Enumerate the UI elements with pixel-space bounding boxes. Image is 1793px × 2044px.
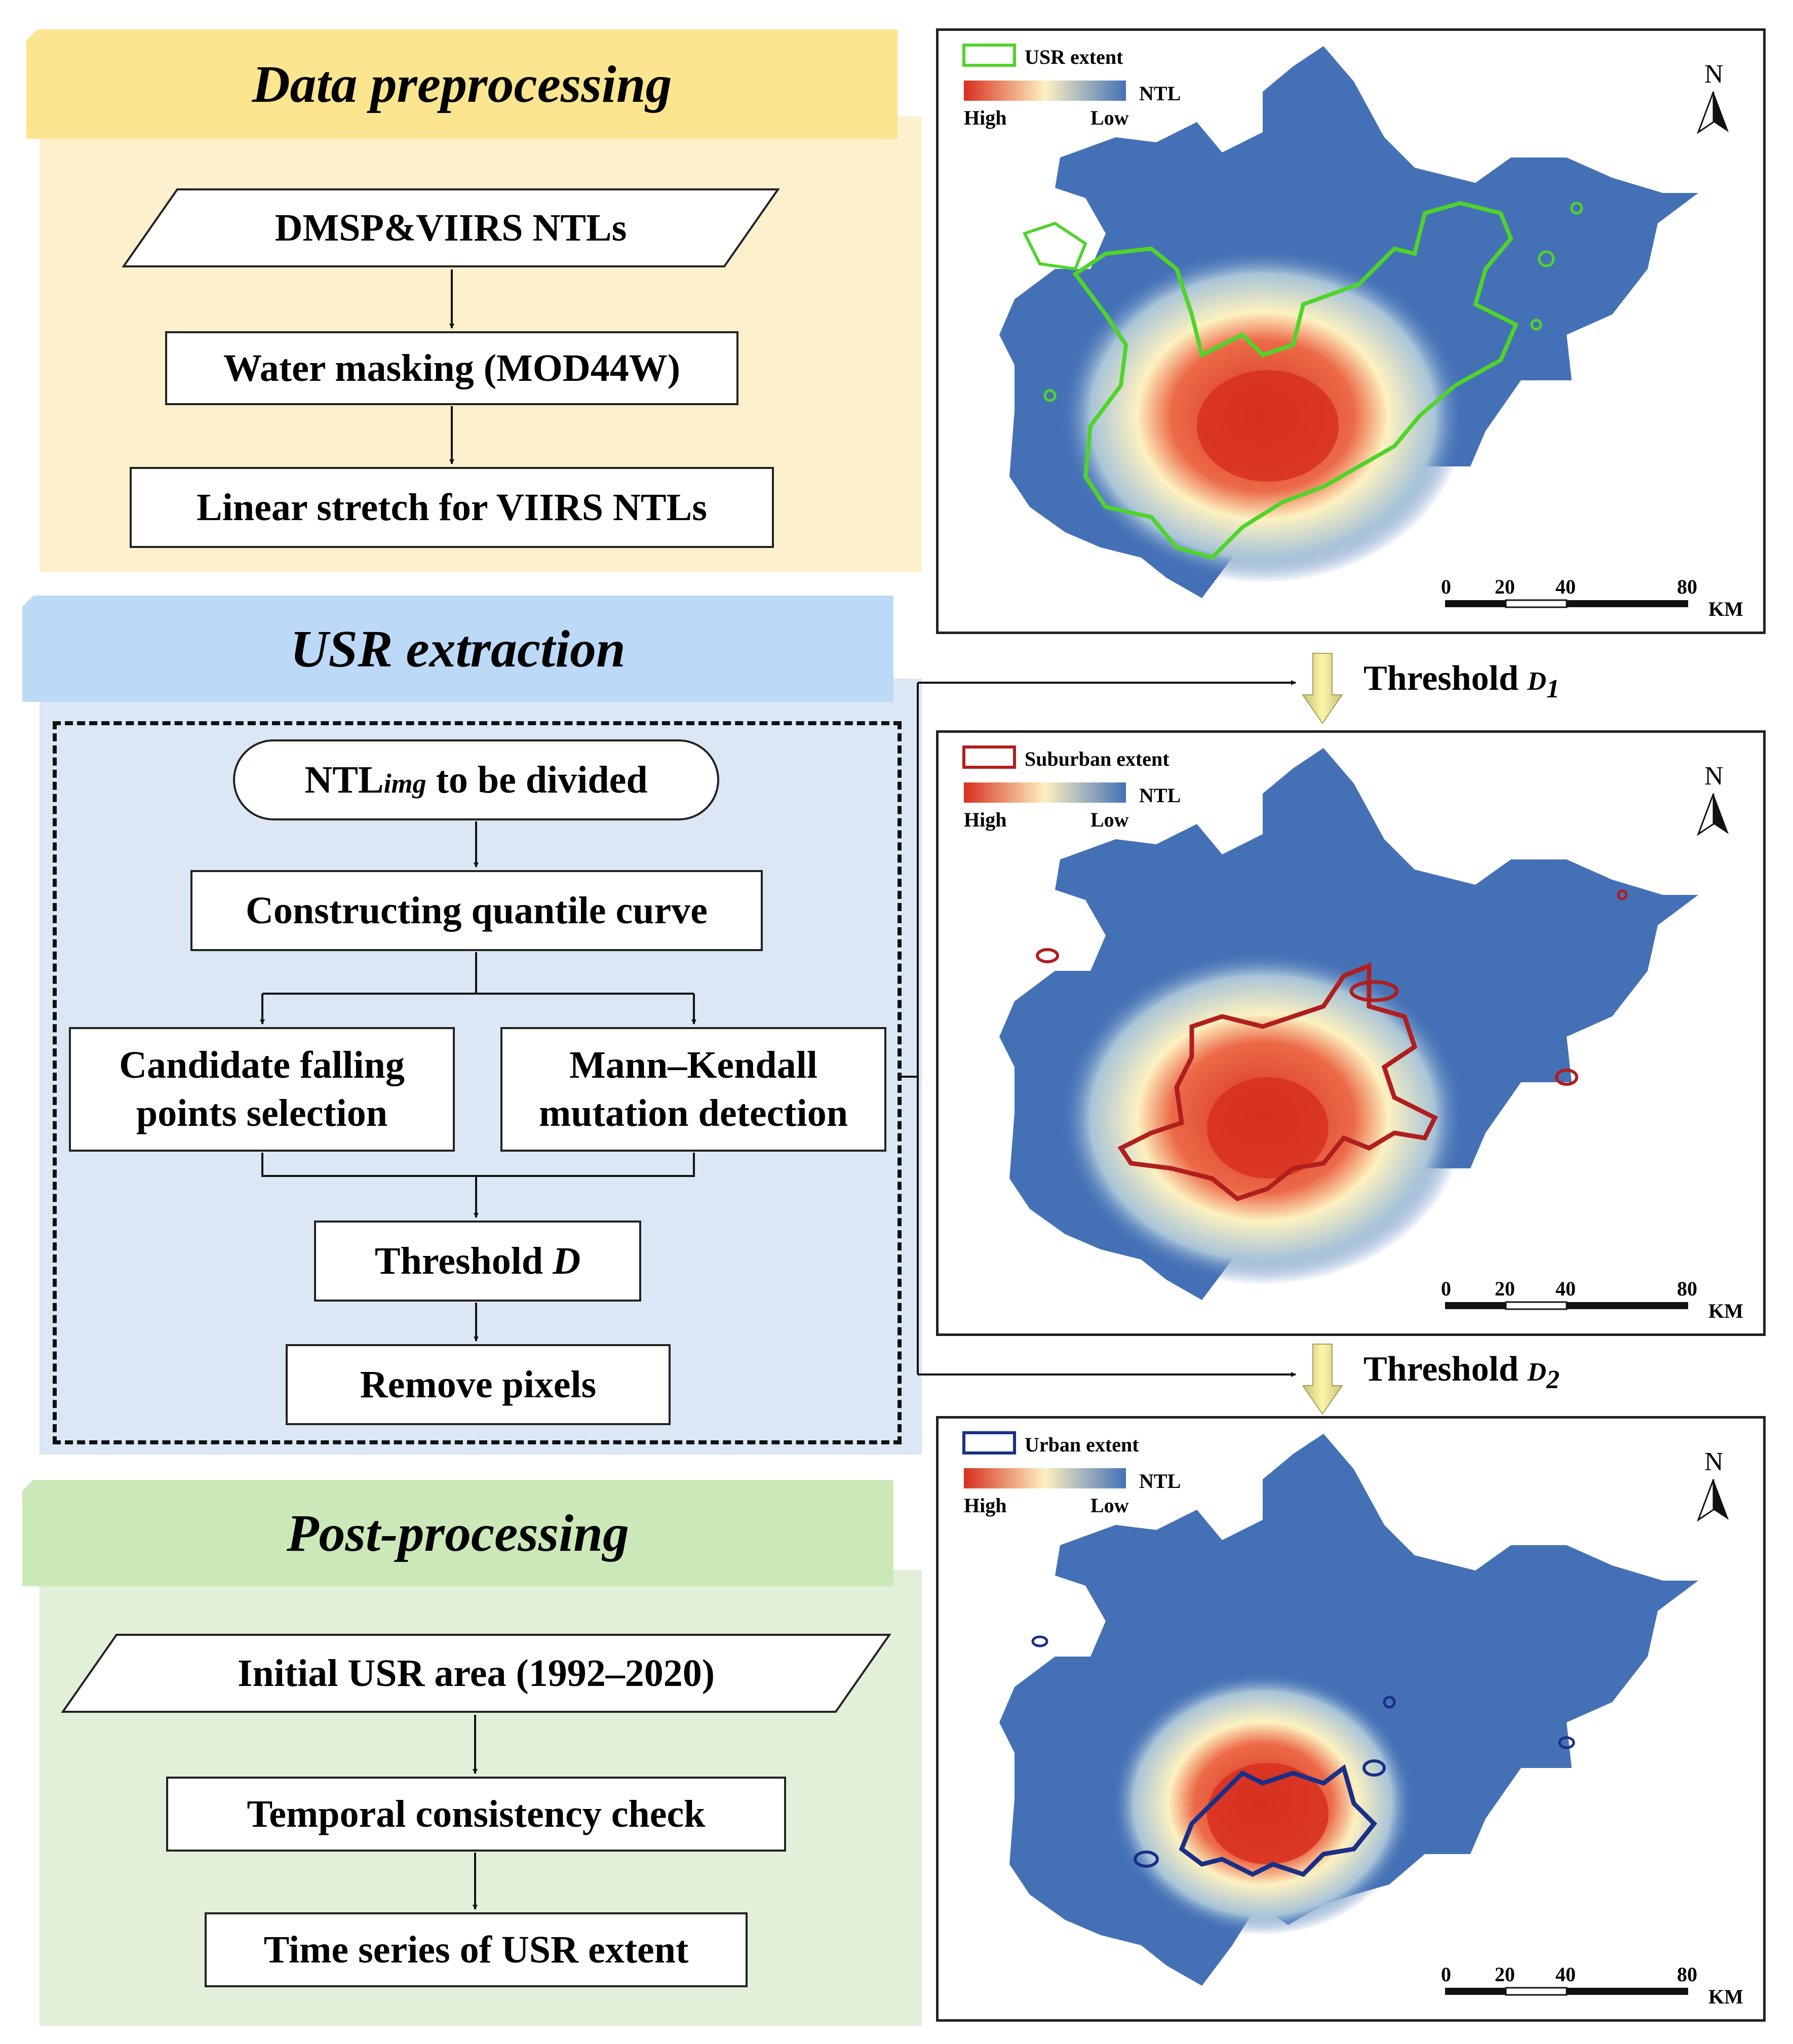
threshold-d-label: Threshold D <box>374 1239 581 1282</box>
quantile-curve-label: Constructing quantile curve <box>246 889 708 932</box>
map-panel-3: Urban extent NTL High Low N 0 20 40 80 K… <box>936 1416 1766 2022</box>
quantile-curve-box: Constructing quantile curve <box>190 870 763 951</box>
scale-tick-80-2: 80 <box>1677 1277 1697 1300</box>
map-svg-1 <box>962 44 1729 608</box>
bracket-line <box>900 683 919 1374</box>
post-title: Post-processing <box>287 1504 629 1562</box>
legend-low-label-2: Low <box>1090 808 1129 831</box>
threshold-d2-label: Threshold D2 <box>1363 1350 1560 1394</box>
legend-ramp-3 <box>964 1468 1126 1488</box>
scale-tick-20-1: 20 <box>1495 575 1515 598</box>
input-ntl-parallelogram: DMSP&VIIRS NTLs <box>122 187 780 268</box>
water-masking-box: Water masking (MOD44W) <box>165 331 738 405</box>
extraction-banner: USR extraction <box>22 596 893 702</box>
initial-usr-parallelogram: Initial USR area (1992–2020) <box>61 1633 891 1714</box>
down-arrow-d2 <box>1302 1344 1343 1415</box>
scale-tick-40-2: 40 <box>1555 1277 1576 1300</box>
legend-ramp-2 <box>964 782 1126 803</box>
temporal-check-label: Temporal consistency check <box>247 1792 706 1835</box>
legend-extent-label-2: Suburban extent <box>1025 748 1170 770</box>
merge-line <box>261 1153 695 1177</box>
north-arrow-2 <box>1696 793 1729 836</box>
north-arrow-3 <box>1696 1479 1729 1522</box>
input-ntl-label: DMSP&VIIRS NTLs <box>275 206 627 249</box>
ntl-core-3 <box>1207 1763 1329 1864</box>
legend-swatch-2 <box>962 745 1016 769</box>
scale-tick-80-3: 80 <box>1677 1963 1697 1986</box>
scale-tick-20-3: 20 <box>1495 1963 1515 1986</box>
scale-bar-1 <box>1445 599 1688 608</box>
scale-unit-3: KM <box>1708 1985 1743 2008</box>
mann-kendall-box: Mann–Kendall mutation detection <box>500 1027 886 1152</box>
candidate-points-box: Candidate falling points selection <box>69 1027 455 1152</box>
preprocessing-banner: Data preprocessing <box>26 29 898 139</box>
north-label-3: N <box>1704 1447 1724 1476</box>
scale-tick-40-1: 40 <box>1555 575 1576 598</box>
remove-pixels-label: Remove pixels <box>360 1363 597 1406</box>
legend-swatch-3 <box>962 1431 1016 1455</box>
initial-usr-label: Initial USR area (1992–2020) <box>237 1652 715 1695</box>
preprocessing-title: Data preprocessing <box>252 55 672 113</box>
map-panel-1: USR extent NTL High Low N 0 20 40 80 KM <box>936 28 1766 634</box>
scale-tick-20-2: 20 <box>1495 1277 1515 1300</box>
extraction-dashed-frame <box>53 721 902 1444</box>
legend-extent-label-3: Urban extent <box>1025 1433 1139 1456</box>
candidate-points-label: Candidate falling points selection <box>119 1044 405 1134</box>
threshold-d-box: Threshold D <box>314 1221 641 1302</box>
north-label-2: N <box>1704 762 1724 791</box>
legend-low-label-1: Low <box>1090 106 1129 129</box>
remove-pixels-box: Remove pixels <box>286 1344 671 1425</box>
legend-ntl-label-2: NTL <box>1139 784 1181 807</box>
post-banner: Post-processing <box>22 1480 893 1586</box>
temporal-check-box: Temporal consistency check <box>166 1777 786 1852</box>
scale-bar-3 <box>1445 1987 1688 1996</box>
north-arrow-1 <box>1696 91 1729 134</box>
ntl-core-1 <box>1197 370 1339 482</box>
extraction-title: USR extraction <box>290 619 626 678</box>
legend-low-label-3: Low <box>1090 1494 1129 1517</box>
legend-extent-label-1: USR extent <box>1025 46 1123 68</box>
scale-tick-0-1: 0 <box>1441 575 1451 598</box>
linear-stretch-box: Linear stretch for VIIRS NTLs <box>130 467 774 548</box>
legend-high-label-2: High <box>964 808 1007 831</box>
scale-tick-80-1: 80 <box>1677 575 1697 598</box>
threshold-d1-label: Threshold D1 <box>1363 659 1560 703</box>
scale-tick-40-3: 40 <box>1555 1963 1576 1986</box>
ntl-core-2 <box>1207 1077 1329 1178</box>
scale-unit-1: KM <box>1708 598 1743 620</box>
map-svg-2 <box>962 745 1729 1310</box>
map-panel-2: Suburban extent NTL High Low N 0 20 40 8… <box>936 730 1766 1336</box>
input-image-box: NTLimg to be divided <box>233 739 719 820</box>
mann-kendall-label: Mann–Kendall mutation detection <box>538 1044 848 1134</box>
down-arrow-d1 <box>1302 653 1343 724</box>
map-svg-3 <box>962 1431 1729 1996</box>
legend-ntl-label-3: NTL <box>1139 1470 1181 1492</box>
scale-bar-2 <box>1445 1301 1688 1310</box>
linear-stretch-label: Linear stretch for VIIRS NTLs <box>197 486 707 529</box>
time-series-label: Time series of USR extent <box>263 1928 689 1971</box>
legend-ramp-1 <box>964 81 1126 101</box>
input-image-label: NTLimg to be divided <box>304 758 648 801</box>
split-line <box>262 952 694 995</box>
scale-unit-2: KM <box>1708 1300 1743 1322</box>
north-label-1: N <box>1704 60 1724 89</box>
time-series-box: Time series of USR extent <box>205 1912 748 1987</box>
legend-swatch-1 <box>962 44 1016 67</box>
scale-tick-0-3: 0 <box>1441 1963 1451 1986</box>
legend-high-label-3: High <box>964 1494 1007 1517</box>
legend-ntl-label-1: NTL <box>1139 82 1181 105</box>
legend-high-label-1: High <box>964 106 1007 129</box>
water-masking-label: Water masking (MOD44W) <box>223 346 681 389</box>
scale-tick-0-2: 0 <box>1441 1277 1451 1300</box>
